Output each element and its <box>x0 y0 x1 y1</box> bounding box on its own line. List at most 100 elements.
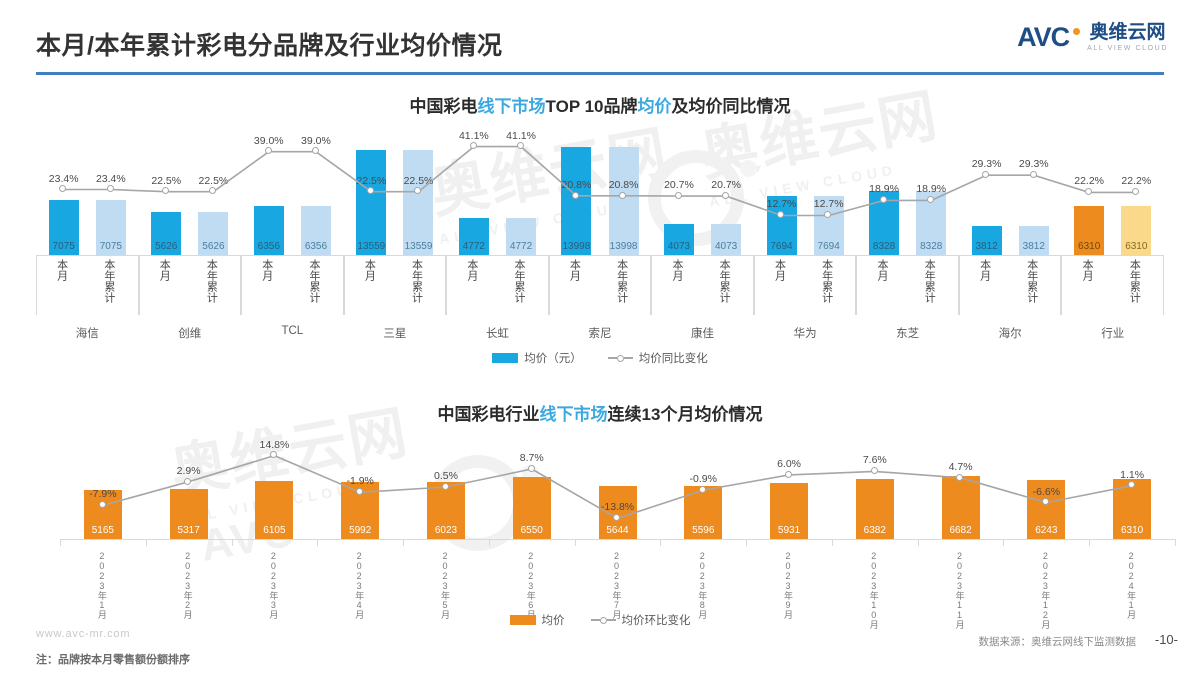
bar-avg-price: 5644 <box>598 485 637 539</box>
axis-group-box <box>36 255 139 315</box>
title-segment: 线下市场 <box>477 97 546 116</box>
axis-tick <box>1175 539 1176 546</box>
pct-label-ytd: 22.5% <box>403 174 434 187</box>
bar-month: 5626 <box>151 211 182 255</box>
axis-label-month: 本月 <box>978 259 991 281</box>
pct-label-month: 22.5% <box>151 174 182 187</box>
axis-tick <box>145 539 147 546</box>
axis-group-box <box>1061 255 1164 315</box>
axis-label-ytd: 本年累计 <box>615 259 628 303</box>
bar-avg-price: 6310 <box>1113 479 1152 539</box>
bar-value-label: 13998 <box>562 241 591 252</box>
pct-label-month: 22.2% <box>1074 175 1105 188</box>
pct-label: -13.8% <box>600 501 635 514</box>
axis-group-box <box>241 255 344 315</box>
axis-label-month: 本月 <box>773 259 786 281</box>
line-marker <box>1084 188 1092 196</box>
header-divider <box>36 72 1164 75</box>
trend-line <box>63 145 1137 217</box>
bar-value-label: 3812 <box>975 241 998 252</box>
bar-value-label: 5992 <box>349 525 372 536</box>
bar-value-label: 4772 <box>509 241 533 252</box>
axis-month-label: 2023年4月 <box>354 551 365 619</box>
line-marker <box>527 464 535 472</box>
axis-tick <box>60 539 61 546</box>
bar-month: 6356 <box>253 205 284 255</box>
group-name-label: 海信 <box>75 328 99 340</box>
avc-logo: AVC 奥维云网 ALL VIEW CLOUD <box>1017 22 1168 53</box>
legend-label: 均价环比变化 <box>621 615 691 627</box>
axis-group-box <box>343 255 447 315</box>
footer-source: 数据来源：奥维云网线下监测数据 <box>978 636 1137 648</box>
legend-item: 均价同比变化 <box>607 350 708 366</box>
line-marker <box>98 501 106 509</box>
bar-avg-price: 5165 <box>83 490 122 539</box>
axis-label-ytd: 本年累计 <box>1128 259 1141 303</box>
axis-label-ytd: 本年累计 <box>513 259 526 303</box>
line-marker <box>1042 498 1050 506</box>
bar-value-label: 5626 <box>155 241 178 252</box>
axis-tick <box>488 539 490 546</box>
bar-value-label: 4073 <box>667 241 691 252</box>
bar-value-label: 5626 <box>202 241 225 252</box>
bar-value-label: 13559 <box>357 241 386 252</box>
legend-item: 均价环比变化 <box>590 612 691 628</box>
axis-group-box <box>651 255 754 315</box>
logo-avc-text: AVC <box>1017 22 1070 52</box>
watermark-dot <box>740 160 757 177</box>
bar-value-label: 6356 <box>304 241 328 252</box>
title-segment: 中国彩电行业 <box>437 405 540 424</box>
pct-label: 2.9% <box>176 464 201 477</box>
line-marker <box>270 451 278 459</box>
bar-ytd: 13998 <box>608 146 639 255</box>
chart1-title: 中国彩电线下市场TOP 10品牌均价及均价同比情况 <box>0 92 1200 117</box>
pct-label-ytd: 20.7% <box>711 179 742 192</box>
pct-label-month: 20.7% <box>664 179 694 192</box>
page-header: 本月/本年累计彩电分品牌及行业均价情况 AVC 奥维云网 ALL VIEW CL… <box>0 0 1200 82</box>
axis-label-month: 本月 <box>1081 259 1094 281</box>
legend-line-icon <box>607 354 633 362</box>
axis-month-label: 2023年11月 <box>954 551 965 629</box>
pct-label: 4.7% <box>948 460 973 473</box>
axis-tick <box>746 539 748 546</box>
line-marker <box>824 211 832 219</box>
group-name-label: 三星 <box>383 328 407 340</box>
pct-label-ytd: 22.2% <box>1121 175 1152 188</box>
bar-ytd: 5626 <box>198 211 229 255</box>
axis-tick <box>660 539 662 546</box>
page-title: 本月/本年累计彩电分品牌及行业均价情况 <box>36 32 503 60</box>
group-name-label: 东芝 <box>896 328 920 340</box>
line-marker <box>311 147 319 155</box>
axis-month-label: 2023年10月 <box>868 551 879 629</box>
pct-label: -7.9% <box>89 488 117 501</box>
bar-value-label: 6105 <box>263 525 286 536</box>
line-marker <box>870 467 878 475</box>
bar-value-label: 6682 <box>949 525 972 536</box>
line-marker <box>441 482 449 490</box>
line-marker <box>1127 481 1135 489</box>
legend-label: 均价（元） <box>524 353 582 365</box>
pct-label: 1.1% <box>1120 468 1145 481</box>
axis-group-box <box>446 255 549 315</box>
pct-label-month: 29.3% <box>971 158 1002 171</box>
chart2-title: 中国彩电行业线下市场连续13个月均价情况 <box>0 400 1200 425</box>
line-marker <box>927 196 935 204</box>
axis-label-ytd: 本年累计 <box>410 259 423 303</box>
bar-value-label: 7694 <box>770 241 793 252</box>
axis-label-month: 本月 <box>670 259 683 281</box>
axis-month-label: 2023年6月 <box>525 551 536 619</box>
line-marker <box>956 473 964 481</box>
bar-month: 6310 <box>1074 206 1105 255</box>
line-marker <box>209 187 217 195</box>
pct-label-month: 20.8% <box>561 178 592 191</box>
legend-swatch-icon <box>492 353 519 363</box>
line-marker <box>879 196 887 204</box>
line-marker <box>184 477 192 485</box>
line-marker <box>1029 171 1037 178</box>
bar-ytd: 7075 <box>95 200 126 255</box>
pct-label-month: 41.1% <box>458 129 489 142</box>
bar-month: 4772 <box>458 218 489 255</box>
bar-value-label: 7694 <box>817 241 840 252</box>
page-number: -10- <box>1154 632 1178 647</box>
bar-value-label: 5644 <box>606 525 629 536</box>
